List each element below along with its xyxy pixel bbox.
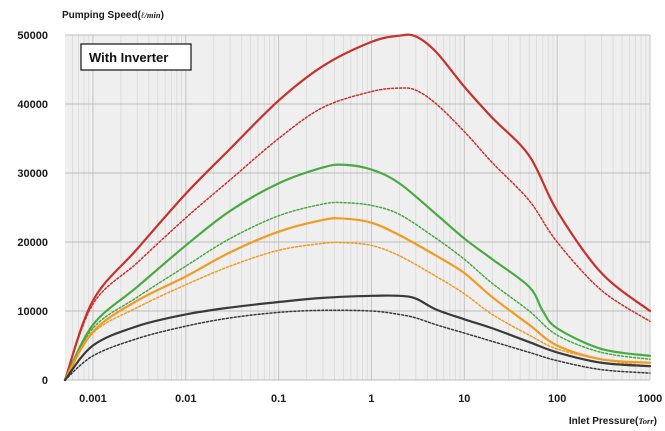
y-axis-title: Pumping Speed(ℓ/min) [62,10,164,21]
x-tick-label: 10 [458,393,470,405]
series-line-1-solid [63,33,652,382]
series-line-5-solid [63,217,652,382]
series-line-7-solid [63,294,652,382]
x-tick-label: 0.1 [271,393,286,405]
y-tick-label: 0 [42,375,48,387]
tick-labels: 0.001 0.01 0.1 1 10 100 1000010000200003000040… [17,30,662,405]
x-tick-label: 100 [548,393,566,405]
plot-area [65,35,650,380]
y-tick-label: 30000 [17,168,48,180]
series-line-3-solid [63,163,652,382]
x-tick-label: 1 [368,393,374,405]
series-group [63,33,652,382]
series-line-8-dotted [64,309,651,381]
series-line-6-dotted [64,241,651,381]
y-tick-label: 20000 [17,237,48,249]
annotation-box [80,43,192,71]
y-tick-label: 50000 [17,30,48,42]
annotation-label: With Inverter [89,50,168,65]
grid [65,34,651,381]
x-axis-title: Inlet Pressure(Torr) [569,416,657,427]
y-tick-label: 10000 [17,306,48,318]
series-line-4-dotted [64,201,651,381]
x-tick-label: 1000 [638,393,662,405]
x-tick-label: 0.01 [175,393,196,405]
series-line-2-dotted [64,87,651,381]
y-tick-label: 40000 [17,99,48,111]
x-tick-label: 0.001 [79,393,107,405]
